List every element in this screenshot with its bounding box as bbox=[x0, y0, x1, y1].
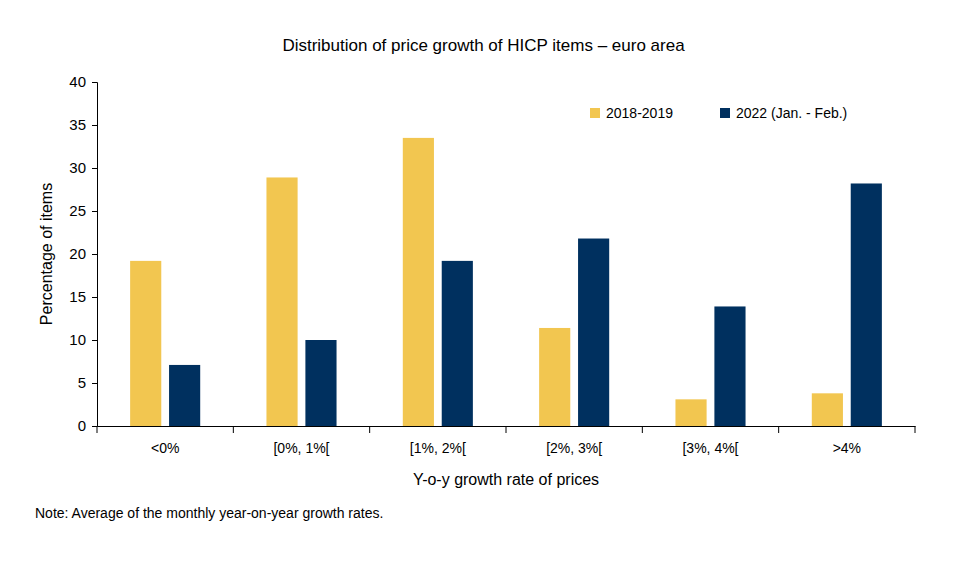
y-tick: 10 bbox=[69, 331, 97, 348]
bar bbox=[539, 328, 570, 426]
category-separator bbox=[369, 426, 370, 433]
y-tick-mark bbox=[92, 254, 97, 255]
y-tick-label: 5 bbox=[78, 374, 86, 391]
x-tick-label: >4% bbox=[833, 440, 861, 456]
legend-swatch bbox=[720, 108, 730, 118]
x-tick: [1%, 2%[ bbox=[410, 440, 466, 456]
x-tick-label: [0%, 1%[ bbox=[273, 440, 329, 456]
title: Distribution of price growth of HICP ite… bbox=[282, 36, 685, 55]
legend-swatch bbox=[590, 108, 600, 118]
y-tick-mark bbox=[92, 211, 97, 212]
y-tick-label: 15 bbox=[69, 288, 86, 305]
y-tick-mark bbox=[92, 426, 97, 427]
y-tick-mark bbox=[92, 340, 97, 341]
bar bbox=[130, 261, 161, 426]
x-tick: [0%, 1%[ bbox=[273, 440, 329, 456]
bar bbox=[851, 183, 882, 426]
y-tick: 35 bbox=[69, 116, 97, 133]
x-axis: <0% [0%, 1%[ [1%, 2%[ [2%, 3%[ [3%, 4%[ >4% bbox=[97, 426, 916, 456]
bar bbox=[403, 138, 434, 426]
category-separator bbox=[233, 426, 234, 433]
y-tick: 15 bbox=[69, 288, 97, 305]
category-separator bbox=[642, 426, 643, 433]
x-tick-label: [1%, 2%[ bbox=[410, 440, 466, 456]
plot: 0 5 10 15 20 25 30 35 40 <0% [0%, 1%[ [1%, 2%[ [2%, … bbox=[69, 73, 915, 456]
y-axis-title: Percentage of items bbox=[38, 183, 55, 325]
x-tick-label: <0% bbox=[151, 440, 179, 456]
y-tick: 25 bbox=[69, 202, 97, 219]
legend: 2018-2019 2022 (Jan. - Feb.) bbox=[590, 105, 847, 121]
category-separator bbox=[778, 426, 779, 433]
y-tick: 5 bbox=[78, 374, 97, 391]
y-tick-mark bbox=[92, 82, 97, 83]
bars bbox=[130, 138, 882, 426]
y-tick-mark bbox=[92, 383, 97, 384]
y-tick-label: 0 bbox=[78, 417, 86, 434]
bar bbox=[714, 306, 745, 426]
category-separator bbox=[506, 426, 507, 433]
bar bbox=[675, 399, 706, 426]
y-tick-mark bbox=[92, 125, 97, 126]
legend-label: 2018-2019 bbox=[606, 105, 673, 121]
category-separator bbox=[97, 426, 98, 433]
x-axis-title: Y-o-y growth rate of prices bbox=[413, 471, 599, 488]
x-tick: [3%, 4%[ bbox=[682, 440, 738, 456]
y-tick-label: 10 bbox=[69, 331, 86, 348]
bar bbox=[578, 239, 609, 426]
x-tick: [2%, 3%[ bbox=[546, 440, 602, 456]
bar bbox=[812, 393, 843, 426]
x-tick: >4% bbox=[833, 440, 861, 456]
y-tick-label: 20 bbox=[69, 245, 86, 262]
bar bbox=[266, 177, 297, 426]
category-separator bbox=[915, 426, 916, 433]
y-tick: 40 bbox=[69, 73, 97, 90]
bar bbox=[442, 261, 473, 426]
y-axis: 0 5 10 15 20 25 30 35 40 bbox=[69, 73, 97, 434]
bar bbox=[305, 340, 336, 426]
legend-item: 2018-2019 bbox=[590, 105, 673, 121]
legend-item: 2022 (Jan. - Feb.) bbox=[720, 105, 847, 121]
x-tick: <0% bbox=[151, 440, 179, 456]
x-tick-label: [3%, 4%[ bbox=[682, 440, 738, 456]
y-tick: 30 bbox=[69, 159, 97, 176]
note: Note: Average of the monthly year-on-yea… bbox=[35, 505, 383, 521]
y-tick-mark bbox=[92, 297, 97, 298]
legend-label: 2022 (Jan. - Feb.) bbox=[736, 105, 847, 121]
y-tick-label: 25 bbox=[69, 202, 86, 219]
y-tick: 20 bbox=[69, 245, 97, 262]
y-axis-line bbox=[92, 83, 98, 427]
y-tick-label: 35 bbox=[69, 116, 86, 133]
chart-svg: 0 5 10 15 20 25 30 35 40 <0% [0%, 1%[ [1%, 2%[ [2%, … bbox=[0, 0, 967, 570]
y-tick-mark bbox=[92, 168, 97, 169]
y-tick-label: 30 bbox=[69, 159, 86, 176]
x-tick-label: [2%, 3%[ bbox=[546, 440, 602, 456]
y-tick: 0 bbox=[78, 417, 97, 434]
y-tick-label: 40 bbox=[69, 73, 86, 90]
bar bbox=[169, 365, 200, 426]
